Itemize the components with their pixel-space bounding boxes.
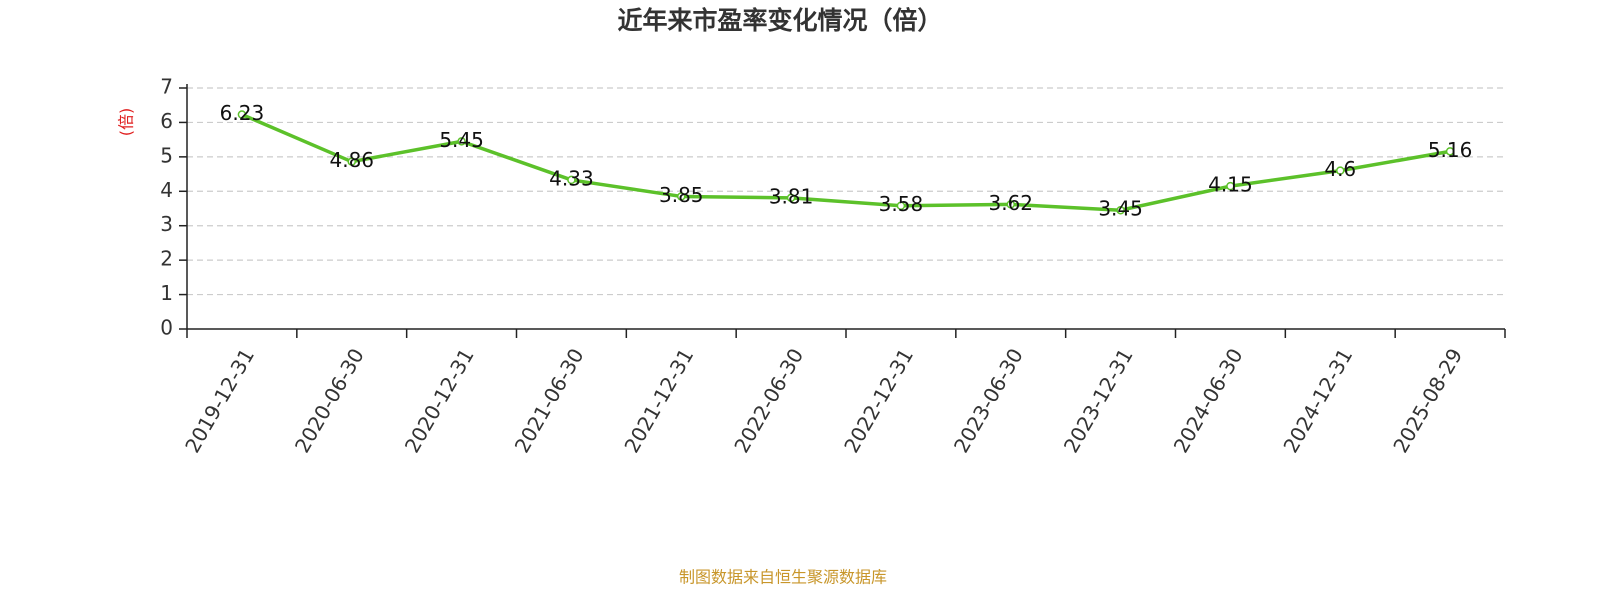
point <box>677 192 686 201</box>
point <box>1116 205 1125 215</box>
source-note: 制图数据来自恒生聚源数据库 <box>679 568 887 587</box>
x-tick-label: 2023-06-30 <box>949 344 1028 457</box>
line <box>241 112 1451 212</box>
point <box>1445 147 1455 156</box>
x-tick-label: 2020-06-30 <box>290 344 369 457</box>
x-tick-label: 2019-12-31 <box>180 344 259 457</box>
y-tick-label: 0 <box>160 316 173 340</box>
value-label: 4.15 <box>1208 173 1253 197</box>
point <box>457 137 466 146</box>
point <box>786 193 796 203</box>
y-tick-label: 7 <box>160 75 173 99</box>
point <box>1336 166 1345 175</box>
value-label: 4.86 <box>329 148 374 172</box>
y-tick-label: 2 <box>160 247 173 271</box>
point <box>237 110 247 119</box>
chart-title: 近年来市盈率变化情况（倍） <box>617 6 942 35</box>
x-tick-label: 2023-12-31 <box>1059 344 1138 457</box>
point <box>567 175 576 185</box>
x-tick-label: 2022-12-31 <box>839 344 918 457</box>
value-label: 5.16 <box>1428 138 1473 162</box>
value-label: 4.6 <box>1324 157 1356 181</box>
y-tick-label: 6 <box>160 109 173 133</box>
y-tick-label: 1 <box>160 281 173 305</box>
x-tick-label: 2024-12-31 <box>1278 344 1357 457</box>
x-tick-label: 2022-06-30 <box>729 344 808 457</box>
point <box>347 157 356 166</box>
point <box>1226 181 1235 191</box>
y-axis-label: (倍) <box>117 108 136 137</box>
x-tick-label: 2020-12-31 <box>400 344 479 457</box>
value-label: 3.85 <box>659 183 704 207</box>
y-tick-label: 4 <box>160 178 173 202</box>
value-label: 5.45 <box>439 128 484 152</box>
point <box>896 201 906 210</box>
x-tick-label: 2021-12-31 <box>619 344 698 457</box>
value-label: 3.81 <box>769 184 814 208</box>
value-label: 3.62 <box>988 191 1033 215</box>
value-label: 4.33 <box>549 166 594 190</box>
value-label: 6.23 <box>220 101 265 125</box>
point <box>1006 200 1015 209</box>
y-tick-label: 5 <box>160 143 173 167</box>
y-tick-label: 3 <box>160 212 173 236</box>
value-label: 3.45 <box>1098 197 1143 221</box>
x-tick-label: 2025-08-29 <box>1388 344 1467 457</box>
value-label: 3.58 <box>879 192 924 216</box>
x-tick-label: 2024-06-30 <box>1169 344 1248 457</box>
x-tick-label: 2021-06-30 <box>510 344 589 457</box>
